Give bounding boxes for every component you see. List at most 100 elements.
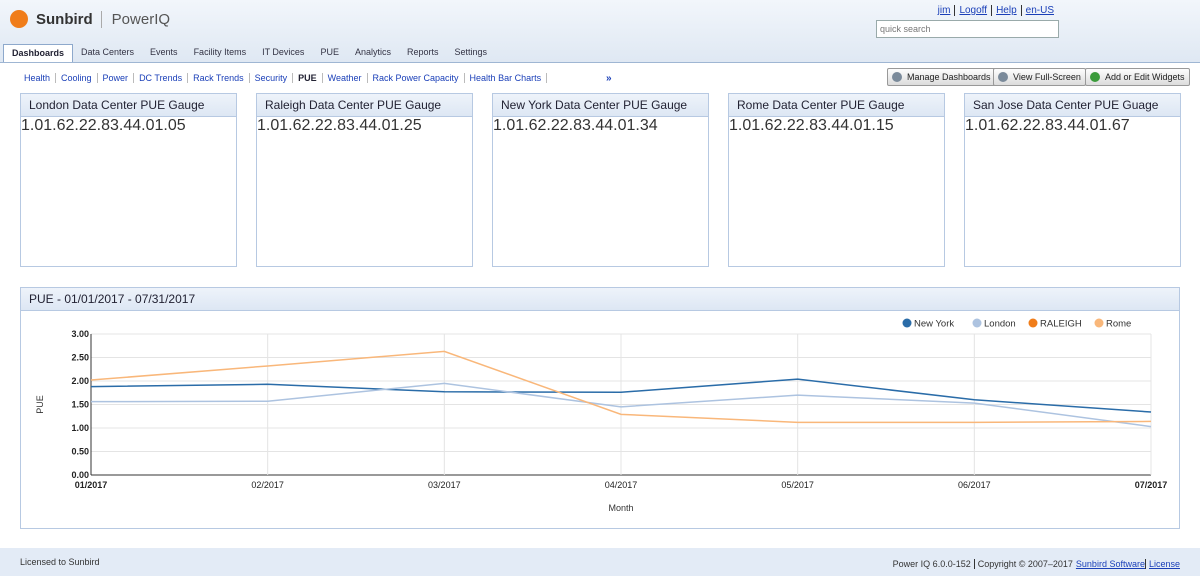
gauge-tick-label: 4.0 — [1076, 117, 1099, 134]
x-tick-label: 07/2017 — [1135, 480, 1168, 490]
gauge: 1.01.62.22.83.44.01.25 — [257, 117, 422, 134]
legend-label[interactable]: New York — [914, 319, 954, 330]
gauge: 1.01.62.22.83.44.01.15 — [729, 117, 894, 134]
gauge: 1.01.62.22.83.44.01.05 — [21, 117, 186, 134]
tab[interactable]: Events — [150, 47, 178, 57]
gauge-panel: Rome Data Center PUE Gauge 1.01.62.22.83.… — [728, 93, 945, 267]
license-link[interactable]: License — [1148, 559, 1180, 569]
subnav-link[interactable]: Rack Power Capacity — [368, 73, 465, 83]
subnav-link[interactable]: Cooling — [56, 73, 98, 83]
gauge-panel: New York Data Center PUE Gauge 1.01.62.22… — [492, 93, 709, 267]
logo-text: Sunbird — [36, 10, 93, 28]
subnav-link[interactable]: PUE — [293, 73, 323, 83]
gauge-tick-label: 2.8 — [1031, 117, 1054, 134]
gauge-tick-label: 3.4 — [582, 117, 605, 134]
separator — [1144, 559, 1152, 569]
y-tick-label: 1.50 — [71, 400, 89, 410]
y-tick-label: 1.00 — [71, 423, 89, 433]
button[interactable]: Add or Edit Widgets — [1085, 68, 1190, 86]
y-tick-label: 2.50 — [71, 353, 89, 363]
chart: 0.00 0.50 1.00 1.50 2.00 2.50 3.00 01/2017 02/20… — [35, 318, 1168, 513]
subnav-link[interactable]: Power — [98, 73, 135, 83]
tab[interactable]: Facility Items — [193, 47, 247, 57]
company-link[interactable]: Sunbird Software — [1075, 559, 1145, 569]
gauge-value: 1.25 — [390, 117, 422, 134]
tab[interactable]: Dashboards — [3, 44, 74, 62]
logo-icon — [10, 10, 28, 28]
user-link[interactable]: Logoff — [954, 5, 991, 16]
tab[interactable]: PUE — [320, 47, 339, 57]
gauge-tick-label: 1.0 — [965, 117, 988, 134]
gauge-tick-label: 1.6 — [987, 117, 1010, 134]
gauge-tick-label: 2.2 — [65, 117, 88, 134]
y-tick-label: 3.00 — [71, 329, 89, 339]
gauge-tick-label: 3.4 — [346, 117, 369, 134]
gauge-tick-label: 2.8 — [559, 117, 582, 134]
subnav-more[interactable]: » — [606, 73, 612, 84]
version: Power IQ 6.0.0-152 — [892, 559, 971, 569]
gauge: 1.01.62.22.83.44.01.34 — [493, 117, 658, 134]
license-text: Licensed to Sunbird — [20, 557, 100, 567]
button[interactable]: Manage Dashboards — [887, 68, 996, 86]
user-links: jim Logoff Help en-US — [934, 5, 1058, 16]
subnav: Health Cooling Power DC Trends Rack Trends Se… — [20, 73, 548, 83]
tab[interactable]: Data Centers — [81, 47, 135, 57]
tab[interactable]: Analytics — [354, 47, 391, 57]
gauge-panel: London Data Center PUE Gauge 1.01.62.22.8… — [20, 93, 237, 267]
gauge-tick-label: 3.4 — [1054, 117, 1077, 134]
gauge-tick-label: 2.2 — [1009, 117, 1032, 134]
tab[interactable]: IT Devices — [262, 47, 305, 57]
gauge-value: 1.67 — [1098, 117, 1130, 134]
legend-label[interactable]: London — [984, 319, 1016, 330]
x-tick-label: 04/2017 — [605, 480, 638, 490]
gauge-panel: Raleigh Data Center PUE Gauge 1.01.62.22.… — [256, 93, 473, 267]
series-line — [90, 382, 1152, 428]
x-tick-label: 05/2017 — [781, 480, 814, 490]
x-tick-label: 01/2017 — [75, 480, 108, 490]
user-link[interactable]: en-US — [1020, 5, 1058, 16]
user-link[interactable]: jim — [937, 5, 951, 16]
gauge-tick-label: 2.8 — [795, 117, 818, 134]
logo[interactable]: Sunbird PowerIQ — [10, 10, 170, 28]
footer: Licensed to Sunbird Power IQ 6.0.0-152 C… — [0, 548, 1200, 576]
gauge-tick-label: 1.0 — [729, 117, 752, 134]
gauge-value: 1.05 — [154, 117, 186, 134]
legend-marker — [1094, 318, 1104, 328]
legend-label[interactable]: RALEIGH — [1040, 319, 1082, 330]
y-tick-label: 2.00 — [71, 376, 89, 386]
copyright: Copyright © 2007–2017 — [973, 559, 1076, 569]
tab[interactable]: Settings — [454, 47, 488, 57]
button[interactable]: View Full-Screen — [993, 68, 1086, 86]
gauge-panel: San Jose Data Center PUE Guage 1.01.62.22… — [964, 93, 1181, 267]
series-line — [90, 350, 1152, 424]
subnav-link[interactable]: Weather — [323, 73, 368, 83]
subnav-link[interactable]: Health Bar Charts — [465, 73, 548, 83]
legend-label[interactable]: Rome — [1106, 319, 1131, 330]
gauge-title: San Jose Data Center PUE Guage — [965, 94, 1180, 117]
x-tick-label: 02/2017 — [251, 480, 284, 490]
gauge-tick-label: 1.0 — [21, 117, 44, 134]
gauge-tick-label: 1.0 — [257, 117, 280, 134]
gauge-value: 1.15 — [862, 117, 894, 134]
gauge-tick-label: 2.2 — [537, 117, 560, 134]
gauge: 1.01.62.22.83.44.01.67 — [965, 117, 1130, 134]
gauge-tick-label: 2.8 — [323, 117, 346, 134]
x-axis-label: Month — [608, 503, 633, 513]
gauge-title: Raleigh Data Center PUE Gauge — [257, 94, 472, 117]
subnav-link[interactable]: Rack Trends — [188, 73, 250, 83]
gauge-tick-label: 4.0 — [368, 117, 391, 134]
gauge-tick-label: 1.6 — [279, 117, 302, 134]
gauge-title: Rome Data Center PUE Gauge — [729, 94, 944, 117]
series-line — [90, 378, 1152, 413]
search-input[interactable]: quick search — [876, 20, 1059, 38]
gauge-title: London Data Center PUE Gauge — [21, 94, 236, 117]
gauge-tick-label: 2.8 — [87, 117, 110, 134]
gauge-tick-label: 2.2 — [301, 117, 324, 134]
subnav-link[interactable]: Health — [20, 73, 57, 83]
tab[interactable]: Reports — [406, 47, 439, 57]
subnav-link[interactable]: DC Trends — [134, 73, 189, 83]
footer-right: Power IQ 6.0.0-152 Copyright © 2007–2017… — [890, 559, 1180, 569]
x-tick-label: 03/2017 — [428, 480, 461, 490]
user-link[interactable]: Help — [991, 5, 1021, 16]
subnav-link[interactable]: Security — [250, 73, 294, 83]
